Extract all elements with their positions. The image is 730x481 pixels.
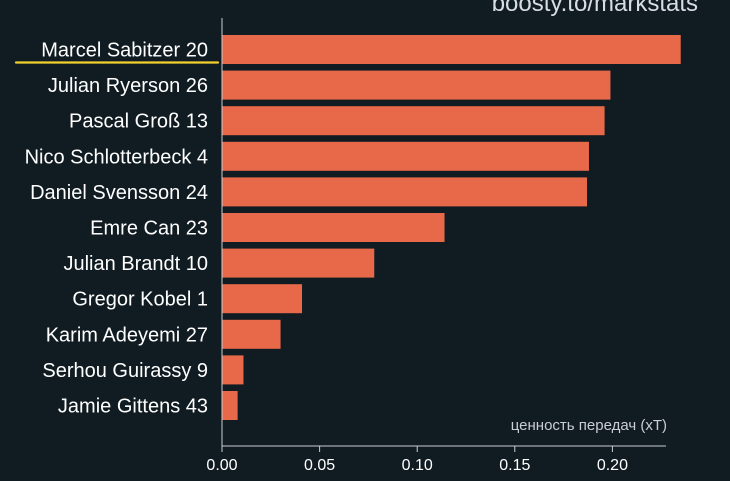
x-tick-label-2: 0.10 (402, 457, 433, 474)
x-tick-label-4: 0.20 (597, 457, 628, 474)
category-label-5: Emre Can 23 (90, 218, 208, 240)
x-tick-label-3: 0.15 (499, 457, 530, 474)
category-label-9: Serhou Guirassy 9 (42, 360, 208, 382)
bar-1 (222, 70, 611, 100)
category-label-4: Daniel Svensson 24 (30, 182, 208, 204)
category-label-3: Nico Schlotterbeck 4 (25, 146, 208, 168)
x-tick-label-0: 0.00 (206, 457, 237, 474)
x-ticks-group: 0.00 0.05 0.10 0.15 0.20 (206, 446, 628, 474)
bar-0 (222, 35, 681, 64)
bar-5 (222, 213, 445, 242)
x-axis-label: ценность передач (xT) (511, 417, 667, 434)
category-label-0: Marcel Sabitzer 20 (41, 40, 208, 62)
category-label-10: Jamie Gittens 43 (58, 396, 208, 418)
bar-9 (222, 355, 244, 385)
category-label-2: Pascal Groß 13 (69, 111, 208, 133)
bar-7 (222, 284, 303, 314)
category-label-6: Julian Brandt 10 (63, 253, 208, 275)
watermark: boosty.to/markstats (491, 0, 698, 17)
category-labels-group: Marcel Sabitzer 20 Julian Ryerson 26 Pasca… (25, 40, 208, 418)
bar-8 (222, 319, 281, 349)
bar-10 (222, 391, 238, 420)
category-label-8: Karim Adeyemi 27 (46, 324, 208, 346)
x-tick-label-1: 0.05 (304, 457, 335, 474)
bar-6 (222, 248, 375, 278)
category-label-7: Gregor Kobel 1 (72, 289, 208, 311)
bar-2 (222, 106, 605, 136)
bar-4 (222, 177, 588, 207)
bar-3 (222, 141, 589, 171)
bars-group (222, 35, 681, 420)
category-label-1: Julian Ryerson 26 (48, 75, 208, 97)
